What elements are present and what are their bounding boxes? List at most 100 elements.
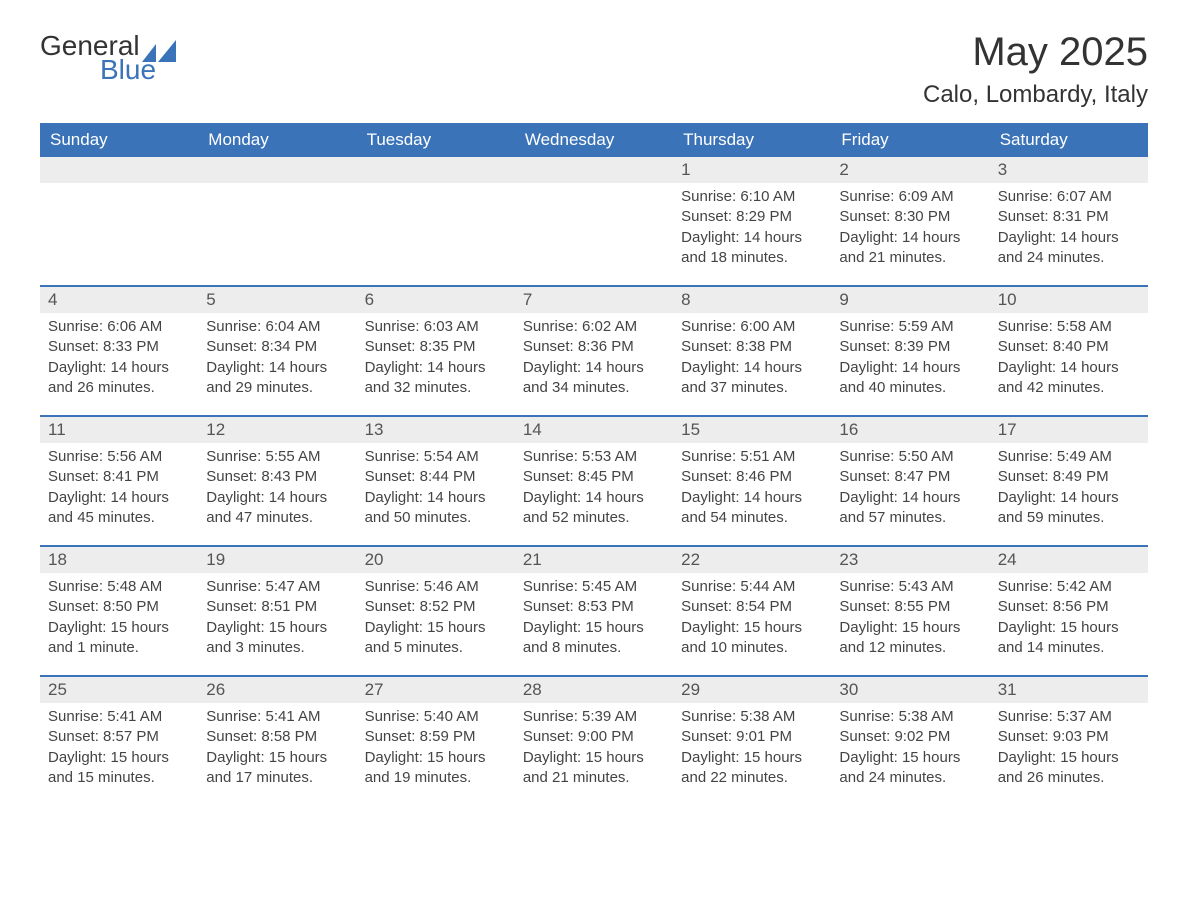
daylight-text: Daylight: 15 hours and 15 minutes. <box>48 748 190 789</box>
daylight-text: Daylight: 14 hours and 42 minutes. <box>998 358 1140 399</box>
daylight-text: Daylight: 15 hours and 1 minute. <box>48 618 190 659</box>
day-number: 13 <box>357 417 515 443</box>
day-body: Sunrise: 5:51 AMSunset: 8:46 PMDaylight:… <box>673 443 831 536</box>
sunrise-text: Sunrise: 5:45 AM <box>523 577 665 597</box>
sunrise-text: Sunrise: 5:56 AM <box>48 447 190 467</box>
sunset-text: Sunset: 8:52 PM <box>365 597 507 617</box>
day-body: Sunrise: 5:38 AMSunset: 9:02 PMDaylight:… <box>831 703 989 796</box>
day-cell: 29Sunrise: 5:38 AMSunset: 9:01 PMDayligh… <box>673 677 831 805</box>
day-number: 20 <box>357 547 515 573</box>
day-body: Sunrise: 5:49 AMSunset: 8:49 PMDaylight:… <box>990 443 1148 536</box>
sunrise-text: Sunrise: 5:55 AM <box>206 447 348 467</box>
sunrise-text: Sunrise: 5:47 AM <box>206 577 348 597</box>
day-cell: 7Sunrise: 6:02 AMSunset: 8:36 PMDaylight… <box>515 287 673 415</box>
weekday-header: Friday <box>831 123 989 157</box>
day-body: Sunrise: 5:56 AMSunset: 8:41 PMDaylight:… <box>40 443 198 536</box>
day-number: 16 <box>831 417 989 443</box>
sunset-text: Sunset: 8:54 PM <box>681 597 823 617</box>
sunset-text: Sunset: 8:35 PM <box>365 337 507 357</box>
day-body: Sunrise: 5:54 AMSunset: 8:44 PMDaylight:… <box>357 443 515 536</box>
day-body: Sunrise: 5:41 AMSunset: 8:57 PMDaylight:… <box>40 703 198 796</box>
daylight-text: Daylight: 15 hours and 19 minutes. <box>365 748 507 789</box>
day-number: 9 <box>831 287 989 313</box>
weekday-header: Sunday <box>40 123 198 157</box>
daylight-text: Daylight: 14 hours and 57 minutes. <box>839 488 981 529</box>
day-number: 19 <box>198 547 356 573</box>
day-cell: 20Sunrise: 5:46 AMSunset: 8:52 PMDayligh… <box>357 547 515 675</box>
day-number: 29 <box>673 677 831 703</box>
daylight-text: Daylight: 14 hours and 50 minutes. <box>365 488 507 529</box>
sunrise-text: Sunrise: 6:06 AM <box>48 317 190 337</box>
day-body: Sunrise: 6:00 AMSunset: 8:38 PMDaylight:… <box>673 313 831 406</box>
day-cell: 2Sunrise: 6:09 AMSunset: 8:30 PMDaylight… <box>831 157 989 285</box>
daylight-text: Daylight: 15 hours and 3 minutes. <box>206 618 348 659</box>
sunset-text: Sunset: 8:44 PM <box>365 467 507 487</box>
daylight-text: Daylight: 14 hours and 45 minutes. <box>48 488 190 529</box>
day-number: 17 <box>990 417 1148 443</box>
day-number: 23 <box>831 547 989 573</box>
day-body: Sunrise: 5:43 AMSunset: 8:55 PMDaylight:… <box>831 573 989 666</box>
location-label: Calo, Lombardy, Italy <box>923 81 1148 109</box>
day-cell <box>357 157 515 285</box>
daylight-text: Daylight: 14 hours and 26 minutes. <box>48 358 190 399</box>
day-body: Sunrise: 6:03 AMSunset: 8:35 PMDaylight:… <box>357 313 515 406</box>
day-number: 3 <box>990 157 1148 183</box>
day-number: 8 <box>673 287 831 313</box>
week-row: 18Sunrise: 5:48 AMSunset: 8:50 PMDayligh… <box>40 545 1148 675</box>
brand-logo: General Blue <box>40 30 176 86</box>
sunrise-text: Sunrise: 5:40 AM <box>365 707 507 727</box>
daylight-text: Daylight: 14 hours and 54 minutes. <box>681 488 823 529</box>
sunrise-text: Sunrise: 5:38 AM <box>839 707 981 727</box>
day-cell: 6Sunrise: 6:03 AMSunset: 8:35 PMDaylight… <box>357 287 515 415</box>
sunrise-text: Sunrise: 6:03 AM <box>365 317 507 337</box>
sunset-text: Sunset: 8:34 PM <box>206 337 348 357</box>
sunset-text: Sunset: 9:03 PM <box>998 727 1140 747</box>
sunrise-text: Sunrise: 6:09 AM <box>839 187 981 207</box>
daylight-text: Daylight: 14 hours and 59 minutes. <box>998 488 1140 529</box>
sunset-text: Sunset: 8:36 PM <box>523 337 665 357</box>
daylight-text: Daylight: 14 hours and 52 minutes. <box>523 488 665 529</box>
daylight-text: Daylight: 14 hours and 24 minutes. <box>998 228 1140 269</box>
day-body: Sunrise: 5:40 AMSunset: 8:59 PMDaylight:… <box>357 703 515 796</box>
day-cell: 27Sunrise: 5:40 AMSunset: 8:59 PMDayligh… <box>357 677 515 805</box>
sunset-text: Sunset: 8:57 PM <box>48 727 190 747</box>
week-row: 1Sunrise: 6:10 AMSunset: 8:29 PMDaylight… <box>40 157 1148 285</box>
day-cell: 12Sunrise: 5:55 AMSunset: 8:43 PMDayligh… <box>198 417 356 545</box>
daylight-text: Daylight: 15 hours and 26 minutes. <box>998 748 1140 789</box>
day-number: 14 <box>515 417 673 443</box>
day-body: Sunrise: 6:06 AMSunset: 8:33 PMDaylight:… <box>40 313 198 406</box>
day-cell: 31Sunrise: 5:37 AMSunset: 9:03 PMDayligh… <box>990 677 1148 805</box>
day-number: 21 <box>515 547 673 573</box>
day-body: Sunrise: 5:45 AMSunset: 8:53 PMDaylight:… <box>515 573 673 666</box>
day-cell <box>515 157 673 285</box>
day-cell: 10Sunrise: 5:58 AMSunset: 8:40 PMDayligh… <box>990 287 1148 415</box>
day-body: Sunrise: 5:37 AMSunset: 9:03 PMDaylight:… <box>990 703 1148 796</box>
week-row: 11Sunrise: 5:56 AMSunset: 8:41 PMDayligh… <box>40 415 1148 545</box>
sunset-text: Sunset: 8:51 PM <box>206 597 348 617</box>
month-title: May 2025 <box>923 30 1148 75</box>
day-body: Sunrise: 6:07 AMSunset: 8:31 PMDaylight:… <box>990 183 1148 276</box>
sunrise-text: Sunrise: 5:39 AM <box>523 707 665 727</box>
daylight-text: Daylight: 14 hours and 32 minutes. <box>365 358 507 399</box>
weekday-header: Saturday <box>990 123 1148 157</box>
day-cell: 15Sunrise: 5:51 AMSunset: 8:46 PMDayligh… <box>673 417 831 545</box>
sunset-text: Sunset: 8:45 PM <box>523 467 665 487</box>
day-body: Sunrise: 5:44 AMSunset: 8:54 PMDaylight:… <box>673 573 831 666</box>
day-body: Sunrise: 5:47 AMSunset: 8:51 PMDaylight:… <box>198 573 356 666</box>
sunset-text: Sunset: 8:43 PM <box>206 467 348 487</box>
sunrise-text: Sunrise: 5:37 AM <box>998 707 1140 727</box>
sunrise-text: Sunrise: 5:58 AM <box>998 317 1140 337</box>
sunrise-text: Sunrise: 5:49 AM <box>998 447 1140 467</box>
sunset-text: Sunset: 8:55 PM <box>839 597 981 617</box>
sunrise-text: Sunrise: 5:54 AM <box>365 447 507 467</box>
sunrise-text: Sunrise: 5:38 AM <box>681 707 823 727</box>
brand-text-2: Blue <box>100 54 176 86</box>
day-body: Sunrise: 5:58 AMSunset: 8:40 PMDaylight:… <box>990 313 1148 406</box>
sunrise-text: Sunrise: 5:41 AM <box>206 707 348 727</box>
sunrise-text: Sunrise: 6:10 AM <box>681 187 823 207</box>
day-cell <box>198 157 356 285</box>
sunset-text: Sunset: 8:30 PM <box>839 207 981 227</box>
day-number: 27 <box>357 677 515 703</box>
day-number: 28 <box>515 677 673 703</box>
day-body: Sunrise: 5:48 AMSunset: 8:50 PMDaylight:… <box>40 573 198 666</box>
